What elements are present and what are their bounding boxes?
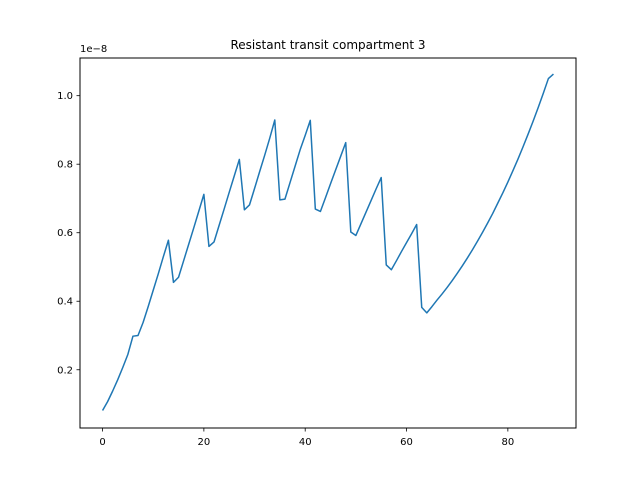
x-tick-label: 80	[501, 437, 514, 448]
plot-area	[101, 73, 554, 411]
y-tick-label: 1.0	[57, 91, 73, 102]
y-tick-label: 0.4	[57, 297, 73, 308]
series-line	[101, 73, 554, 411]
y-tick-label: 0.8	[57, 160, 73, 171]
y-tick-label: 0.6	[57, 228, 73, 239]
axes-frame	[79, 57, 577, 429]
x-tick-label: 0	[99, 437, 105, 448]
x-tick-label: 40	[299, 437, 312, 448]
y-tick-label: 0.2	[57, 365, 73, 376]
chart-title: Resistant transit compartment 3	[231, 38, 426, 52]
y-axis-offset-label: 1e−8	[80, 44, 107, 55]
x-tick-label: 20	[198, 437, 211, 448]
axis-ticks: 0 20 40 60 80 0.2 0.4 0.6 0.8 1.0	[57, 91, 514, 448]
x-tick-label: 60	[400, 437, 413, 448]
